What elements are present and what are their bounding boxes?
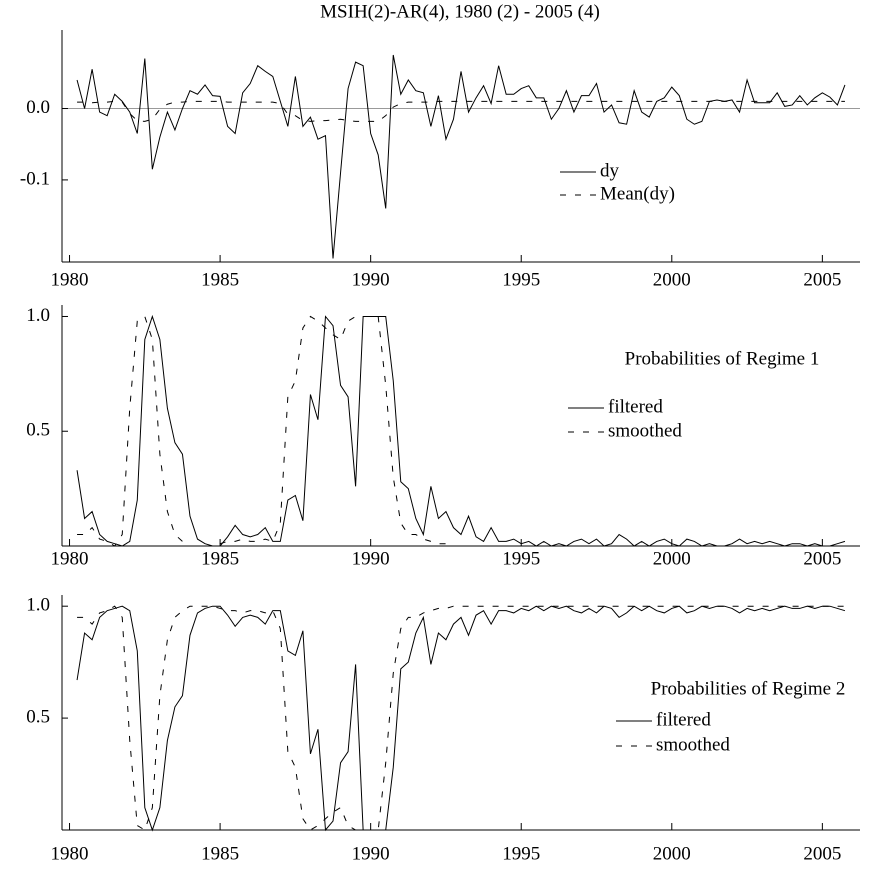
legend-label: Mean(dy): [600, 183, 675, 204]
x-tick-label: 2000: [653, 548, 691, 569]
x-tick-label: 1990: [352, 843, 390, 864]
x-tick-label: 1985: [201, 269, 239, 290]
y-tick-label: 0.5: [26, 706, 50, 727]
legend-label: filtered: [656, 709, 711, 730]
x-tick-label: 1980: [51, 843, 89, 864]
x-tick-label: 1995: [502, 548, 540, 569]
legend-label: smoothed: [656, 734, 730, 755]
series-line: [77, 100, 845, 122]
x-tick-label: 2005: [803, 548, 841, 569]
x-tick-label: 2005: [803, 843, 841, 864]
x-tick-label: 2000: [653, 843, 691, 864]
x-tick-label: 1985: [201, 548, 239, 569]
series-line: [76, 605, 846, 832]
series-line: [76, 54, 846, 259]
legend-label: dy: [600, 160, 620, 181]
y-tick-label: 0.5: [26, 420, 50, 441]
series-line: [76, 314, 846, 547]
y-tick-label: 1.0: [26, 305, 50, 326]
y-tick-label: 0.0: [26, 97, 50, 118]
chart-title: MSIH(2)-AR(4), 1980 (2) - 2005 (4): [320, 1, 600, 22]
panel-annotation: Probabilities of Regime 1: [625, 348, 820, 369]
x-tick-label: 1995: [502, 269, 540, 290]
x-tick-label: 1980: [51, 269, 89, 290]
y-tick-label: -0.1: [20, 168, 50, 189]
x-tick-label: 2000: [653, 269, 691, 290]
legend-label: filtered: [608, 396, 663, 417]
x-tick-label: 1985: [201, 843, 239, 864]
x-tick-label: 2005: [803, 269, 841, 290]
series-line: [77, 605, 845, 831]
legend-label: smoothed: [608, 420, 682, 441]
panel-annotation: Probabilities of Regime 2: [651, 678, 846, 699]
x-tick-label: 1980: [51, 548, 89, 569]
x-tick-label: 1990: [352, 269, 390, 290]
x-tick-label: 1995: [502, 843, 540, 864]
x-tick-label: 1990: [352, 548, 390, 569]
y-tick-label: 1.0: [26, 595, 50, 616]
